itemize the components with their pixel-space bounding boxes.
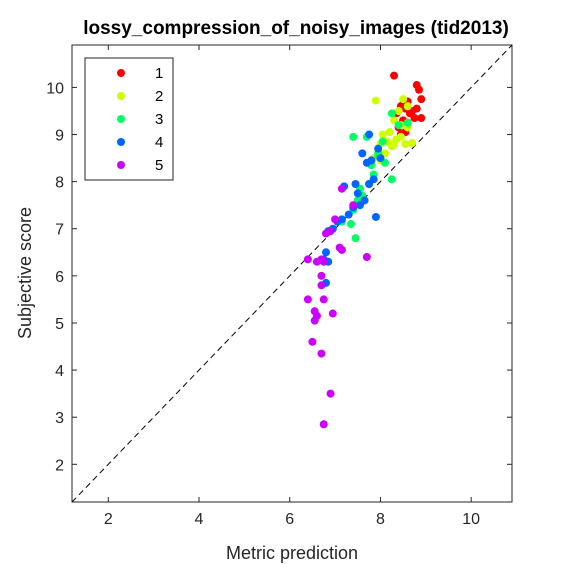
x-tick-label: 10 [462, 511, 480, 528]
data-point-series-5 [326, 389, 335, 398]
data-point-series-2 [394, 106, 403, 115]
data-point-series-4 [362, 158, 371, 167]
axis-ticks: 2 4 6 8 10 2 3 4 5 6 7 8 9 10 [46, 45, 512, 528]
legend-label-1: 1 [155, 65, 163, 82]
data-point-series-5 [319, 257, 328, 266]
legend-label-3: 3 [155, 111, 163, 128]
data-point-series-3 [351, 234, 360, 243]
y-tick-label: 6 [55, 269, 64, 286]
data-point-series-3 [349, 132, 358, 141]
y-tick-label: 10 [46, 80, 64, 97]
x-axis-title: Metric prediction [226, 543, 358, 563]
y-tick-label: 3 [55, 410, 64, 427]
data-point-series-2 [396, 132, 405, 141]
data-point-series-5 [308, 337, 317, 346]
data-point-series-2 [399, 95, 408, 104]
data-point-series-2 [387, 142, 396, 151]
legend-label-2: 2 [155, 88, 163, 105]
legend: 1 2 3 4 5 [84, 57, 174, 181]
data-point-series-1 [412, 104, 421, 113]
legend-marker-1 [117, 69, 125, 77]
legend-marker-3 [117, 115, 125, 123]
y-tick-label: 7 [55, 222, 64, 239]
data-point-series-4 [356, 201, 365, 210]
data-point-series-2 [408, 138, 417, 147]
legend-box [84, 57, 174, 181]
data-point-series-5 [322, 229, 331, 238]
data-point-series-4 [374, 144, 383, 153]
data-point-series-1 [410, 114, 419, 123]
data-point-series-5 [317, 271, 326, 280]
data-point-series-1 [417, 114, 426, 123]
x-tick-label: 8 [376, 511, 385, 528]
x-tick-label: 4 [195, 511, 204, 528]
chart-title: lossy_compression_of_noisy_images (tid20… [83, 18, 509, 39]
data-point-series-5 [303, 255, 312, 264]
data-point-series-3 [394, 121, 403, 130]
legend-marker-4 [117, 138, 125, 146]
data-point-series-5 [312, 311, 321, 320]
data-point-series-1 [415, 85, 424, 94]
data-point-series-5 [337, 184, 346, 193]
data-point-series-4 [353, 189, 362, 198]
data-point-series-3 [346, 220, 355, 229]
data-point-series-2 [378, 130, 387, 139]
data-point-series-4 [322, 248, 331, 257]
reference-line-group [71, 44, 513, 503]
data-point-series-4 [371, 212, 380, 221]
data-point-series-1 [390, 71, 399, 80]
legend-marker-5 [117, 161, 125, 169]
reference-line [71, 44, 513, 503]
data-point-series-2 [385, 128, 394, 137]
y-tick-label: 5 [55, 316, 64, 333]
y-tick-label: 9 [55, 128, 64, 145]
data-point-series-3 [403, 118, 412, 127]
data-point-series-5 [319, 420, 328, 429]
data-point-series-5 [337, 245, 346, 254]
data-point-series-5 [303, 295, 312, 304]
data-point-series-2 [401, 139, 410, 148]
y-tick-label: 2 [55, 457, 64, 474]
data-point-series-3 [378, 137, 387, 146]
data-point-series-5 [349, 201, 358, 210]
y-tick-label: 4 [55, 363, 64, 380]
data-point-series-1 [417, 95, 426, 104]
legend-label-4: 4 [155, 134, 163, 151]
data-point-series-5 [317, 349, 326, 358]
legend-label-5: 5 [155, 157, 163, 174]
y-axis-title: Subjective score [15, 207, 35, 339]
x-tick-label: 2 [104, 511, 113, 528]
data-point-series-5 [362, 253, 371, 262]
data-point-series-4 [358, 149, 367, 158]
data-point-series-4 [351, 179, 360, 188]
data-points [303, 71, 426, 429]
x-tick-label: 6 [285, 511, 294, 528]
data-point-series-4 [376, 154, 385, 163]
data-point-series-5 [328, 309, 337, 318]
data-point-series-4 [365, 179, 374, 188]
data-point-series-3 [387, 175, 396, 184]
data-point-series-4 [344, 210, 353, 219]
y-tick-label: 8 [55, 175, 64, 192]
data-point-series-5 [331, 215, 340, 224]
data-point-series-2 [371, 96, 380, 105]
data-point-series-4 [365, 130, 374, 139]
data-point-series-2 [403, 102, 412, 111]
legend-marker-2 [117, 92, 125, 100]
data-point-series-5 [317, 281, 326, 290]
data-point-series-3 [387, 109, 396, 118]
data-point-series-5 [319, 295, 328, 304]
